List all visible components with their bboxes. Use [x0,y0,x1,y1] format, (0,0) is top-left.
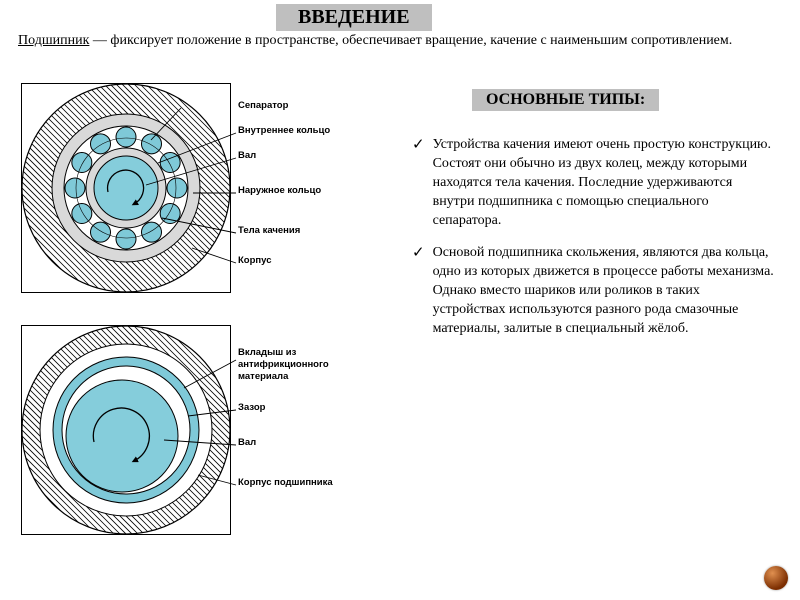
svg-text:Сепаратор: Сепаратор [238,100,289,111]
checkmark-icon: ✓ [412,246,425,338]
svg-text:материала: материала [238,371,289,382]
svg-text:Вал: Вал [238,150,256,161]
rolling-bearing-diagram: Сепаратор Внутреннее кольцо Вал Наружное ко… [16,78,366,298]
svg-text:Зазор: Зазор [238,402,266,413]
svg-text:Корпус подшипника: Корпус подшипника [238,477,333,488]
intro-rest: — фиксирует положение в пространстве, об… [89,33,732,48]
plain-bearing-diagram: Вкладыш изантифрикционногоматериала Зазор… [16,320,366,540]
bullet-text: Основой подшипника скольжения, являются … [433,244,776,338]
types-description: ✓Устройства качения имеют очень простую … [412,136,776,353]
svg-text:Внутреннее кольцо: Внутреннее кольцо [238,125,330,136]
checkmark-icon: ✓ [412,138,425,230]
svg-text:Вкладыш из: Вкладыш из [238,347,297,358]
bullet-item: ✓Устройства качения имеют очень простую … [412,136,776,230]
section-subtitle: ОСНОВНЫЕ ТИПЫ: [472,89,659,111]
page-title: ВВЕДЕНИЕ [276,4,432,31]
svg-text:антифрикционного: антифрикционного [238,359,329,370]
svg-text:Корпус: Корпус [238,255,271,266]
slide-badge-icon [764,566,788,590]
intro-prefix: Подшипник [18,33,89,48]
bullet-item: ✓Основой подшипника скольжения, являются… [412,244,776,338]
svg-text:Наружное кольцо: Наружное кольцо [238,185,321,196]
intro-paragraph: Подшипник — фиксирует положение в простр… [18,32,782,51]
svg-text:Вал: Вал [238,437,256,448]
bullet-text: Устройства качения имеют очень простую к… [433,136,776,230]
svg-text:Тела качения: Тела качения [238,225,300,236]
